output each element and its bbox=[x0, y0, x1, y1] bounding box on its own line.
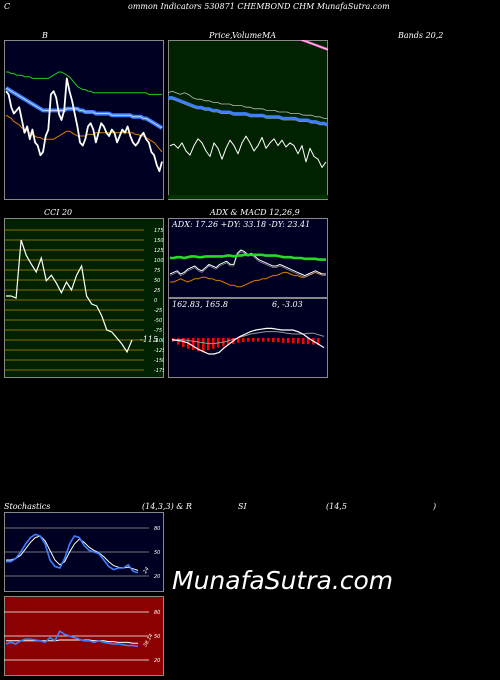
cci-tick-label: 125 bbox=[154, 248, 164, 254]
panel-background bbox=[4, 218, 164, 378]
minus-di-line bbox=[170, 271, 326, 288]
rsi-tick-label: 50 bbox=[154, 634, 160, 640]
bands-label-b: B bbox=[42, 31, 48, 40]
rsi-params-close: ) bbox=[433, 502, 437, 511]
cci-label: CCI 20 bbox=[44, 208, 73, 217]
macd-histogram-bar bbox=[292, 338, 295, 344]
macd-line bbox=[171, 327, 325, 355]
adx-panel bbox=[168, 218, 328, 298]
rsi-label: SI bbox=[238, 502, 247, 511]
macd-histogram-bar bbox=[182, 338, 185, 347]
bands-params-label: Bands 20,2 bbox=[398, 31, 444, 40]
macd-histogram-bar bbox=[242, 338, 245, 343]
cci-tick-label: -75 bbox=[154, 328, 162, 334]
bollinger-bands-chart bbox=[4, 40, 164, 200]
cci-line bbox=[6, 239, 133, 354]
adx-chart bbox=[168, 218, 328, 298]
rsi-signal-line bbox=[6, 639, 138, 644]
slow-ma-line bbox=[168, 90, 328, 119]
macd-histogram-bar bbox=[262, 338, 265, 342]
price-ma-panel bbox=[168, 40, 328, 200]
cci-chart: 175 150 125 100 75 50 25 0 -25 -50 -75 -100 -125 -150… bbox=[4, 218, 164, 378]
price-label: Price, bbox=[209, 31, 233, 40]
adx-line bbox=[170, 253, 326, 261]
macd-histogram-bar bbox=[277, 338, 280, 343]
macd-values-text-a: 162.83, 165.8 bbox=[172, 300, 228, 309]
stochastics-tick-label: 20 bbox=[154, 574, 160, 580]
cci-tick-label: -100 bbox=[154, 338, 164, 344]
bollinger-bands-panel bbox=[4, 40, 164, 200]
macd-histogram-bar bbox=[197, 338, 200, 352]
macd-histogram-bar bbox=[257, 338, 260, 342]
macd-histogram-bar bbox=[247, 338, 250, 342]
macd-histogram-bar bbox=[307, 338, 310, 344]
stochastics-main-line bbox=[6, 533, 139, 574]
cci-tick-label: 100 bbox=[154, 258, 164, 264]
ma-label: MA bbox=[262, 31, 276, 40]
cci-tick-label: -175 bbox=[154, 368, 164, 374]
price-ma-chart bbox=[168, 40, 328, 200]
middle-band-core-line bbox=[5, 87, 163, 129]
macd-signal-line bbox=[171, 331, 325, 345]
cci-tick-label: 75 bbox=[154, 268, 160, 274]
macd-histogram-bar bbox=[287, 338, 290, 343]
stochastics-tick-label: 80 bbox=[154, 526, 160, 532]
cci-panel: 175 150 125 100 75 50 25 0 -25 -50 -75 -100 -125 -150… bbox=[4, 218, 164, 378]
cci-value-label: -115 bbox=[140, 335, 158, 344]
upper-band-line bbox=[6, 71, 162, 95]
cci-tick-label: 175 bbox=[154, 228, 164, 234]
di-shadow-line bbox=[169, 251, 326, 278]
adx-macd-label: ADX & MACD 12,26,9 bbox=[210, 208, 300, 217]
macd-values-text-b: 6, -3.03 bbox=[272, 300, 303, 309]
watermark: MunafaSutra.com bbox=[172, 566, 394, 595]
macd-histogram-bar bbox=[192, 338, 195, 350]
macd-chart bbox=[168, 298, 328, 378]
chart-title-prefix: C bbox=[4, 2, 11, 11]
rsi-params-label: (14,5 bbox=[326, 502, 347, 511]
blue-ma-line bbox=[168, 96, 328, 127]
adx-values-text: ADX: 17.26 +DY: 33.18 -DY: 23.41 bbox=[172, 220, 311, 229]
rsi-tick-label: 20 bbox=[154, 658, 160, 664]
macd-histogram-bar bbox=[302, 338, 305, 344]
volume-bars bbox=[168, 195, 328, 199]
stochastics-params-label: (14,3,3) & R bbox=[142, 502, 192, 511]
stochastics-chart: 80 50 20 24 bbox=[4, 512, 164, 592]
macd-histogram-bar bbox=[252, 338, 255, 342]
stochastics-signal-line bbox=[6, 535, 139, 571]
stochastics-panel: 80 50 20 24 bbox=[4, 512, 164, 592]
cci-tick-label: -150 bbox=[154, 358, 164, 364]
rsi-panel: 80 50 20 38.14 bbox=[4, 596, 164, 676]
panel-background bbox=[4, 40, 164, 200]
stochastics-label: Stochastics bbox=[4, 502, 51, 511]
cci-tick-label: 50 bbox=[154, 278, 160, 284]
macd-histogram-bar bbox=[297, 338, 300, 344]
cci-tick-label: 150 bbox=[154, 238, 164, 244]
rsi-main-line bbox=[5, 630, 139, 648]
cci-tick-label: -125 bbox=[154, 348, 164, 354]
stochastics-tick-label: 50 bbox=[154, 550, 160, 556]
macd-histogram-bar bbox=[267, 338, 270, 342]
macd-histogram-bar bbox=[202, 338, 205, 353]
macd-histogram-bar bbox=[272, 338, 275, 343]
chart-title: ommon Indicators 530871 CHEMBOND CHM Mun… bbox=[128, 2, 390, 11]
volume-label: Volume bbox=[232, 31, 262, 40]
cci-tick-label: -25 bbox=[154, 308, 162, 314]
price-line bbox=[5, 77, 163, 173]
macd-histogram-bar bbox=[237, 338, 240, 343]
stochastics-end-label: 24 bbox=[142, 566, 150, 575]
macd-histogram-bar bbox=[282, 338, 285, 343]
close-price-line bbox=[169, 135, 327, 168]
macd-panel bbox=[168, 298, 328, 378]
cci-tick-label: 0 bbox=[154, 298, 157, 304]
cci-tick-label: 25 bbox=[154, 288, 160, 294]
macd-histogram-bar bbox=[177, 338, 180, 345]
macd-histogram-bar bbox=[227, 338, 230, 346]
cci-tick-label: -50 bbox=[154, 318, 162, 324]
rsi-tick-label: 80 bbox=[154, 610, 160, 616]
macd-histogram-bar bbox=[317, 338, 320, 346]
